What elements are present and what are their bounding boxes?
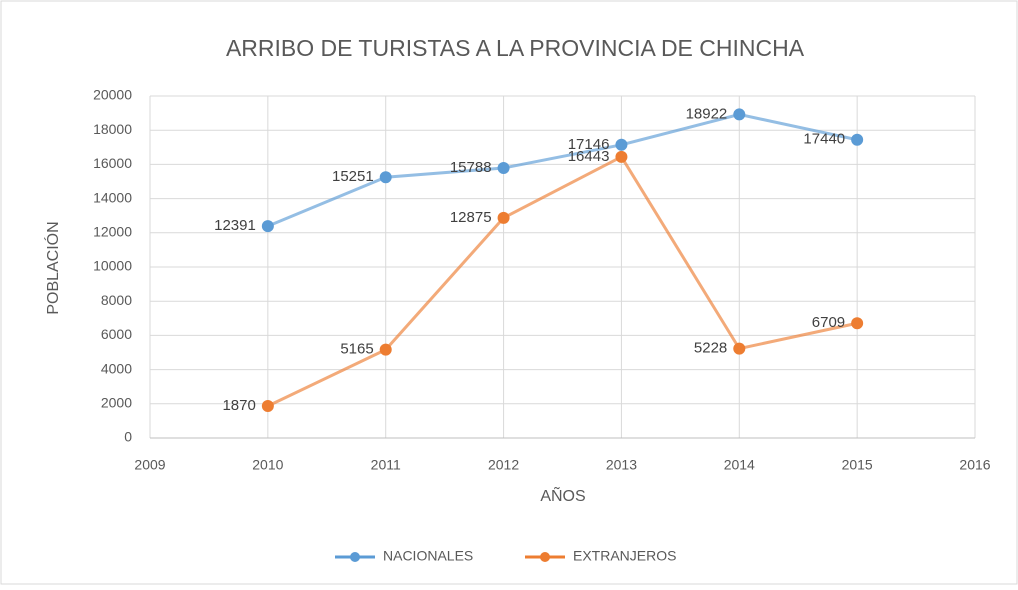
y-axis-title: POBLACIÓN bbox=[43, 221, 62, 314]
x-tick-label: 2014 bbox=[724, 457, 755, 473]
y-tick-label: 4000 bbox=[101, 360, 132, 376]
y-tick-label: 12000 bbox=[93, 224, 132, 240]
legend-label: EXTRANJEROS bbox=[573, 548, 676, 564]
legend-label: NACIONALES bbox=[383, 548, 473, 564]
data-label: 15251 bbox=[332, 168, 374, 185]
data-point bbox=[615, 138, 628, 151]
data-point bbox=[851, 317, 864, 330]
y-tick-label: 20000 bbox=[93, 87, 132, 103]
y-tick-label: 14000 bbox=[93, 189, 132, 205]
data-point bbox=[733, 108, 746, 121]
x-tick-label: 2016 bbox=[959, 457, 990, 473]
y-tick-label: 8000 bbox=[101, 292, 132, 308]
series-line bbox=[267, 154, 858, 408]
chart-title: ARRIBO DE TURISTAS A LA PROVINCIA DE CHI… bbox=[226, 35, 805, 61]
x-tick-label: 2011 bbox=[371, 457, 401, 473]
data-label: 17440 bbox=[803, 131, 845, 148]
data-label: 18922 bbox=[686, 105, 728, 122]
x-tick-label: 2012 bbox=[488, 457, 519, 473]
data-label: 5228 bbox=[694, 340, 727, 357]
data-label: 6709 bbox=[812, 314, 845, 331]
x-axis-title: AÑOS bbox=[540, 485, 585, 505]
y-tick-label: 16000 bbox=[93, 155, 132, 171]
y-tick-label: 0 bbox=[124, 429, 132, 445]
legend-marker bbox=[540, 552, 550, 562]
data-point bbox=[379, 343, 392, 356]
data-point bbox=[497, 162, 510, 175]
data-point bbox=[261, 220, 274, 233]
data-point bbox=[379, 171, 392, 184]
data-point bbox=[497, 211, 510, 224]
data-label: 1870 bbox=[222, 397, 255, 414]
data-label: 5165 bbox=[340, 341, 373, 358]
y-tick-label: 6000 bbox=[101, 326, 132, 342]
y-tick-label: 18000 bbox=[93, 121, 132, 137]
data-point bbox=[851, 133, 864, 146]
data-point bbox=[733, 342, 746, 355]
y-tick-label: 10000 bbox=[93, 258, 132, 274]
data-point bbox=[615, 150, 628, 163]
data-label: 12875 bbox=[450, 209, 492, 226]
data-label: 16443 bbox=[568, 148, 610, 165]
x-tick-label: 2010 bbox=[252, 457, 283, 473]
data-label: 17146 bbox=[568, 136, 610, 153]
legend-marker bbox=[350, 552, 360, 562]
x-tick-label: 2015 bbox=[842, 457, 873, 473]
x-tick-label: 2009 bbox=[134, 457, 165, 473]
y-tick-label: 2000 bbox=[101, 395, 132, 411]
data-label: 12391 bbox=[214, 217, 256, 234]
data-label: 15788 bbox=[450, 159, 492, 176]
series-line bbox=[267, 112, 858, 228]
data-point bbox=[261, 400, 274, 413]
x-tick-label: 2013 bbox=[606, 457, 637, 473]
